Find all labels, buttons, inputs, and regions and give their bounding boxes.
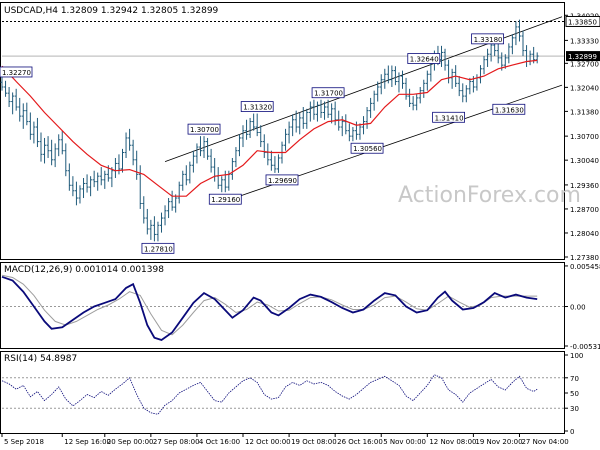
price-tick-label: 1.27380: [570, 254, 599, 262]
time-tick-label: 19 Nov 20:00: [475, 438, 522, 446]
resistance-price-label: 1.33850: [568, 18, 597, 26]
macd-title: MACD(12,26,9) 0.001014 0.001398: [4, 265, 164, 275]
annotation-label: 1.31630: [495, 106, 524, 114]
annotation-label: 1.30700: [190, 126, 219, 134]
watermark: ActionForex.com: [398, 183, 581, 208]
macd-y-axis: 0.005458 0.00 -0.00531: [564, 263, 600, 351]
annotation-label: 1.30560: [353, 145, 382, 153]
last-price-label: 1.32899: [568, 53, 597, 61]
moving-average-line: [1, 59, 538, 197]
time-tick-label: 27 Nov 04:00: [521, 438, 568, 446]
time-tick-label: 5 Nov 00:00: [383, 438, 426, 446]
annotation-label: 1.27810: [144, 245, 173, 253]
price-y-axis: 1.340201.333301.327001.320401.313801.307…: [564, 12, 599, 262]
rsi-tick-label: 0: [570, 428, 574, 436]
time-tick-label: 12 Oct 00:00: [245, 438, 291, 446]
last-price-box: [566, 51, 600, 62]
price-tick-label: 1.31380: [570, 108, 599, 116]
price-tick-label: 1.32700: [570, 60, 599, 68]
rsi-tick-label: 70: [570, 375, 579, 383]
annotation-label: 1.32270: [2, 69, 31, 77]
annotation-box: [141, 242, 175, 254]
time-tick-label: 26 Oct 16:00: [337, 438, 383, 446]
macd-lines: [1, 274, 538, 341]
annotation-label: 1.33180: [474, 36, 503, 44]
moving-average: [1, 59, 538, 197]
macd-tick-label: 0.00: [570, 304, 586, 312]
annotation-box: [350, 142, 384, 154]
annotation-box: [311, 87, 345, 99]
price-bars: [0, 19, 539, 242]
annotation-label: 1.31410: [435, 114, 464, 122]
rsi-title: RSI(14) 54.8987: [4, 354, 77, 364]
annotation-label: 1.32640: [410, 56, 439, 64]
macd-tick-label: -0.00531: [570, 343, 600, 351]
time-tick-label: 12 Nov 08:00: [429, 438, 476, 446]
price-tick-label: 1.28700: [570, 206, 599, 214]
annotation-box: [432, 111, 465, 123]
price-tick-label: 1.30040: [570, 157, 599, 165]
annotation-box: [208, 193, 242, 205]
rsi-line: [1, 374, 538, 415]
price-tick-label: 1.33330: [570, 37, 599, 45]
annotation-box: [265, 174, 299, 186]
annotation-label: 1.29160: [211, 196, 240, 204]
price-tick-label: 1.32040: [570, 84, 599, 92]
rsi-tick-label: 30: [570, 405, 579, 413]
price-tick-label: 1.29360: [570, 182, 599, 190]
time-tick-label: 4 Oct 16:00: [199, 438, 240, 446]
annotation-box: [471, 33, 504, 45]
annotation-box: [492, 103, 526, 115]
chart-title: USDCAD,H4 1.32809 1.32942 1.32805 1.3289…: [4, 6, 219, 16]
resistance-price-box: [565, 15, 600, 27]
annotation-box: [240, 101, 274, 112]
annotation-label: 1.29690: [268, 177, 297, 185]
annotation-box: [187, 123, 221, 135]
price-annotations: 1.32270 1.27810 1.30700 1.29160 1.31320 1.296…: [0, 33, 526, 254]
annotation-label: 1.31320: [243, 104, 272, 112]
time-tick-label: 12 Sep 16:00: [64, 438, 111, 446]
rsi-tick-label: 50: [570, 390, 579, 398]
price-tick-label: 1.28040: [570, 230, 599, 238]
macd-tick-label: 0.005458: [570, 263, 600, 271]
rsi-tick-label: 100: [570, 352, 583, 360]
rsi-lines: [1, 374, 538, 415]
rsi-y-axis: 100 70 50 30 0: [564, 352, 583, 436]
annotation-label: 1.31700: [314, 90, 343, 98]
time-tick-label: 19 Oct 08:00: [291, 438, 337, 446]
price-tick-label: 1.30700: [570, 133, 599, 141]
macd-signal-line: [1, 274, 538, 336]
annotation-box: [0, 66, 33, 78]
time-tick-label: 5 Sep 2018: [4, 438, 44, 446]
time-tick-label: 27 Sep 08:00: [153, 438, 200, 446]
rsi-panel-frame: [0, 351, 565, 434]
annotation-box: [407, 53, 441, 64]
macd-line: [1, 275, 538, 341]
price-panel-frame: [0, 2, 565, 260]
time-tick-label: 20 Sep 00:00: [107, 438, 154, 446]
